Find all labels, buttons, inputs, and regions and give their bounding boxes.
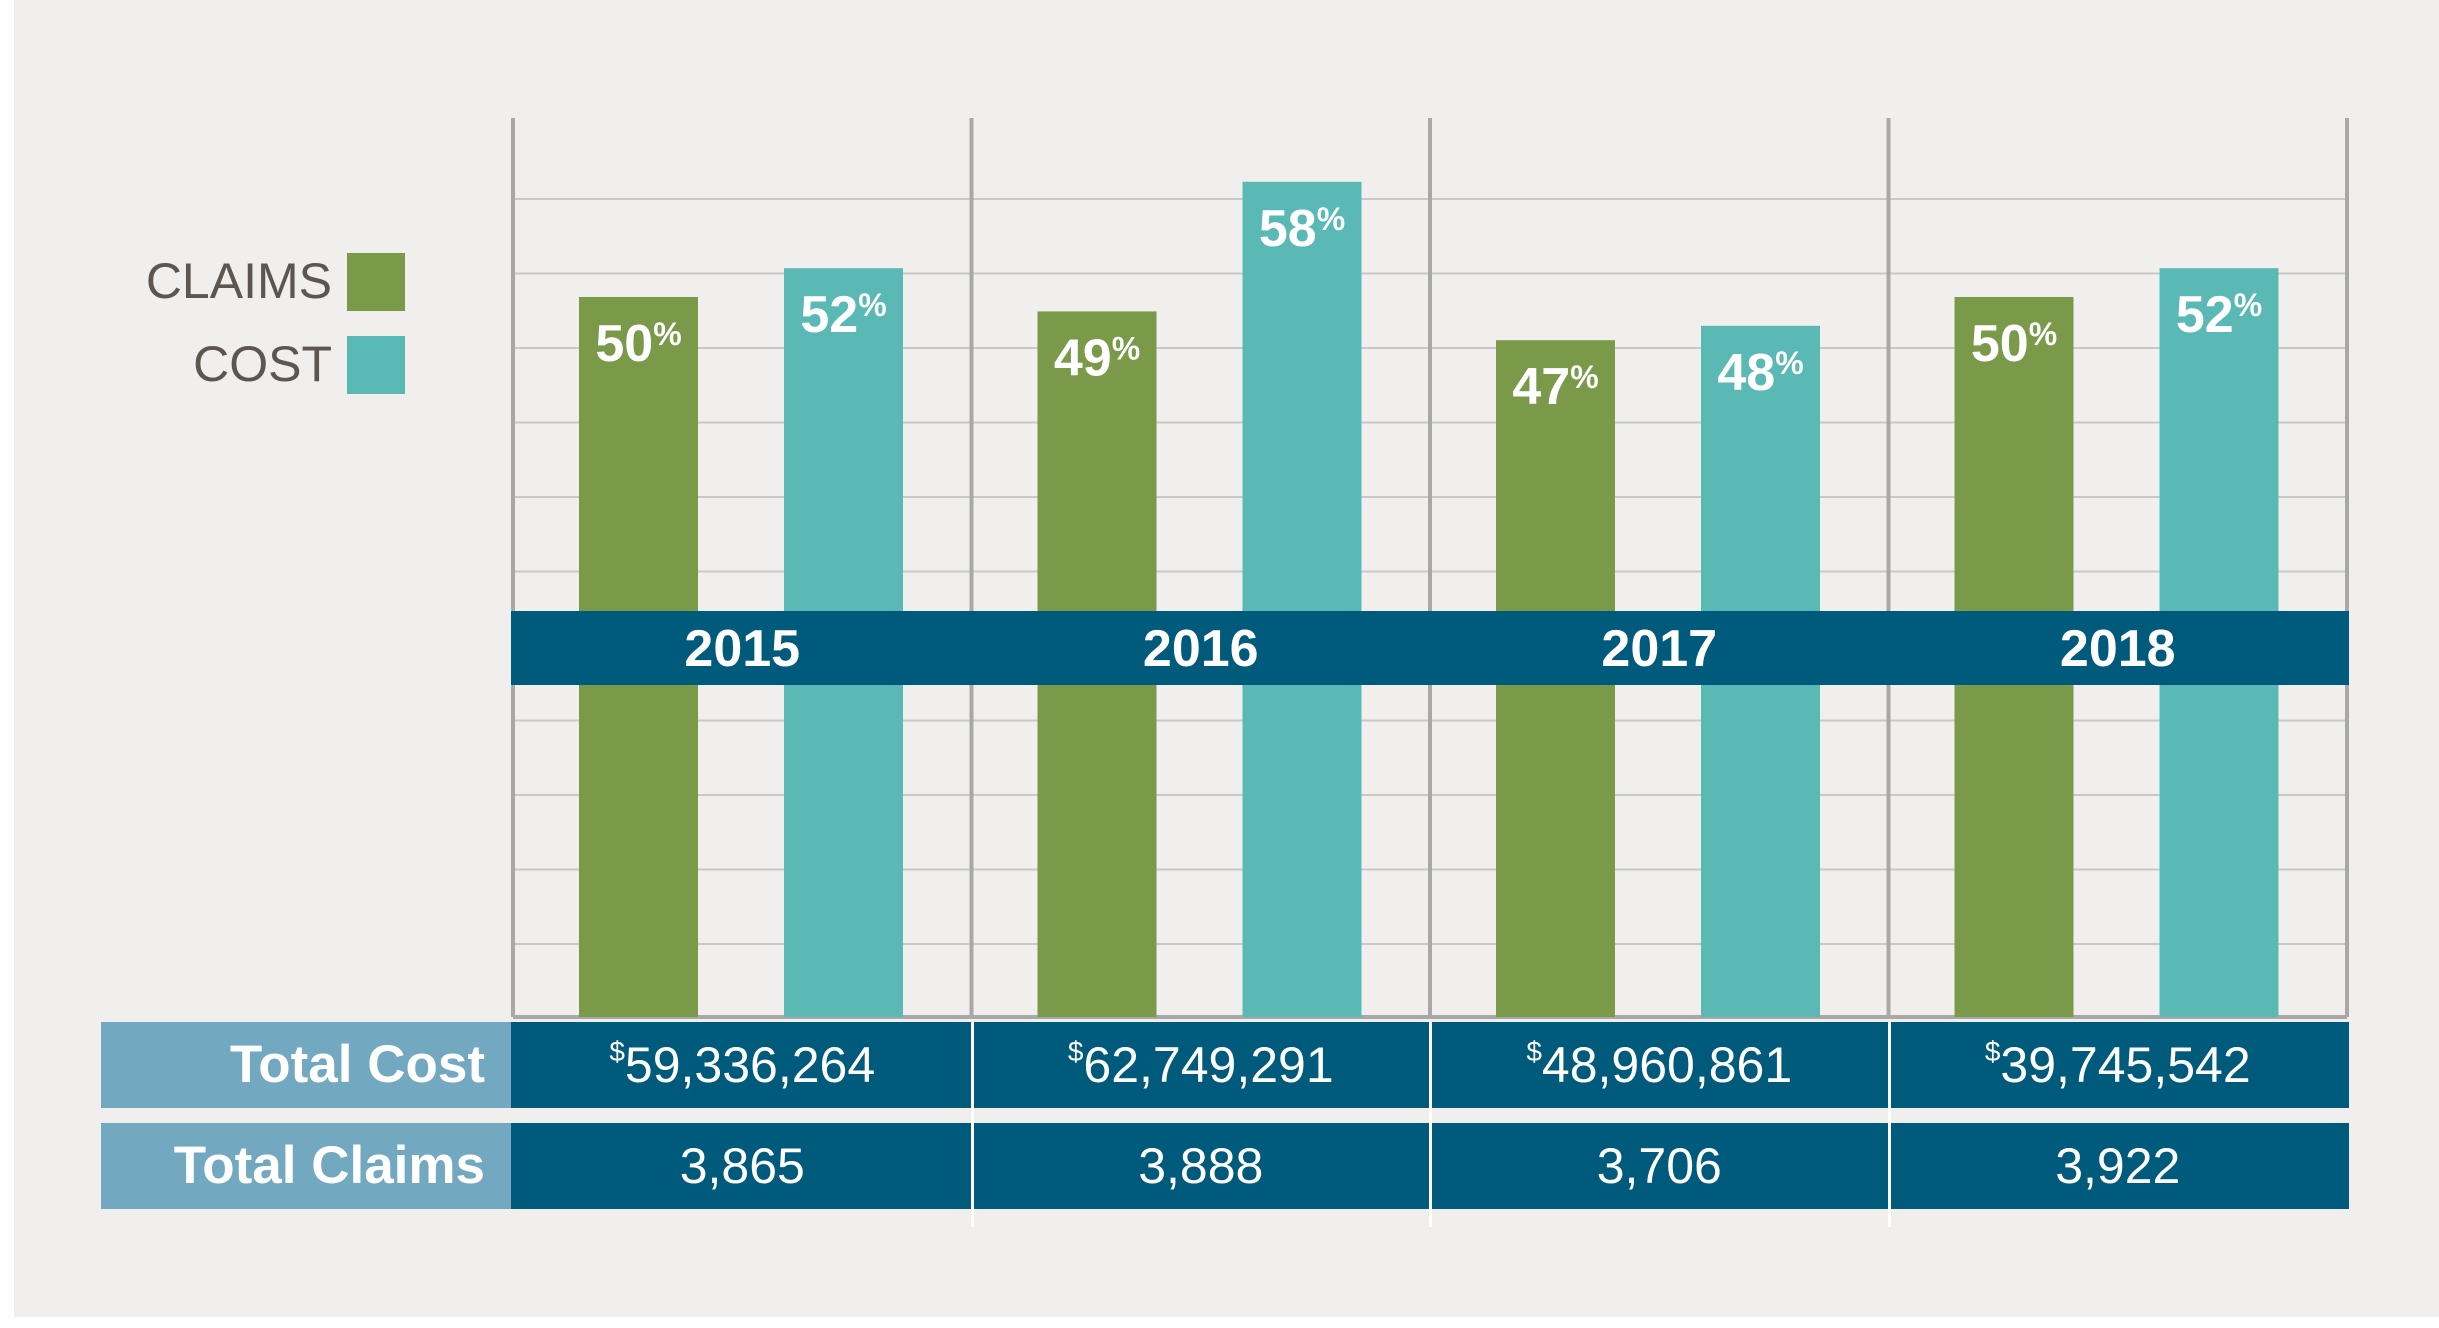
x-tick-label: 2018 bbox=[2060, 620, 2176, 678]
table-cell: 3,706 bbox=[1430, 1123, 1889, 1209]
x-tick-label: 2017 bbox=[1601, 620, 1717, 678]
row-label-text: Total Claims bbox=[173, 1136, 485, 1195]
cell-value: 3,706 bbox=[1596, 1138, 1722, 1194]
table-cell: $62,749,291 bbox=[972, 1022, 1431, 1108]
x-tick-label: 2016 bbox=[1143, 620, 1259, 678]
currency-symbol: $ bbox=[609, 1036, 625, 1067]
table-cell: 3,922 bbox=[1889, 1123, 2348, 1209]
cell-value: 59,336,264 bbox=[624, 1037, 876, 1093]
currency-symbol: $ bbox=[1067, 1036, 1084, 1067]
row-label-total-cost: Total Cost bbox=[101, 1022, 511, 1108]
currency-symbol: $ bbox=[1526, 1036, 1542, 1067]
table-separator bbox=[1429, 1022, 1432, 1227]
table-cell: 3,865 bbox=[513, 1123, 972, 1209]
table-separator bbox=[970, 1022, 974, 1227]
legend-label-claims: CLAIMS bbox=[145, 253, 332, 309]
table-cell: $59,336,264 bbox=[513, 1022, 972, 1108]
row-label-text: Total Cost bbox=[229, 1035, 485, 1094]
data-label: 48% bbox=[1717, 344, 1803, 402]
cell-value: 39,745,542 bbox=[2000, 1037, 2251, 1093]
legend-swatch-cost bbox=[347, 336, 405, 394]
table-cell: $48,960,861 bbox=[1430, 1022, 1889, 1108]
currency-symbol: $ bbox=[1984, 1036, 2001, 1067]
row-label-total-claims: Total Claims bbox=[101, 1123, 511, 1209]
cell-value: 3,888 bbox=[1138, 1138, 1264, 1194]
cell-value: 62,749,291 bbox=[1083, 1037, 1334, 1093]
cell-value: 48,960,861 bbox=[1541, 1037, 1793, 1093]
table-cell: $39,745,542 bbox=[1889, 1022, 2348, 1108]
data-label: 50% bbox=[595, 315, 681, 373]
table-separator bbox=[1887, 1022, 1891, 1227]
table-cell: 3,888 bbox=[972, 1123, 1431, 1209]
bar-cost-2016 bbox=[1242, 181, 1362, 1018]
cell-value: 3,865 bbox=[679, 1138, 805, 1194]
legend-label-cost: COST bbox=[193, 336, 332, 392]
legend-swatch-claims bbox=[347, 253, 405, 311]
x-tick-label: 2015 bbox=[684, 620, 800, 678]
year-band bbox=[511, 611, 2349, 685]
cell-value: 3,922 bbox=[2055, 1138, 2181, 1194]
